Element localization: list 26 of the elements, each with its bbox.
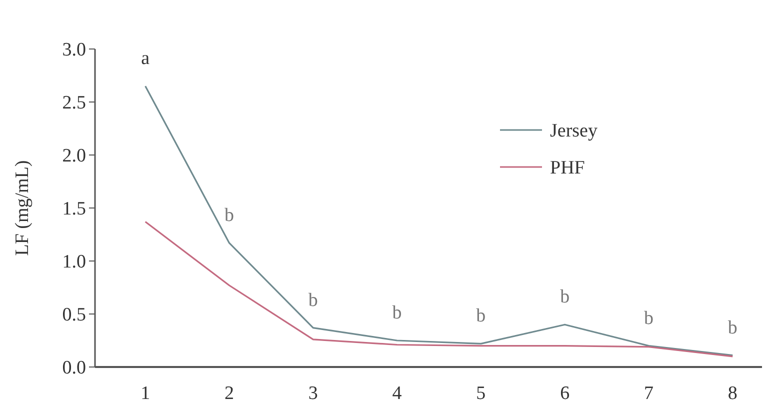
annotation: b <box>560 286 570 308</box>
x-tick-label: 3 <box>308 383 318 404</box>
y-tick-label: 1.5 <box>62 198 86 220</box>
x-tick-label: 1 <box>140 383 150 404</box>
y-tick-label: 2.0 <box>62 146 86 167</box>
legend-label: Jersey <box>550 120 598 142</box>
y-tick-label: 0.0 <box>62 358 86 379</box>
annotation: b <box>728 317 738 338</box>
y-tick-label: 1.0 <box>62 252 86 273</box>
annotation: b <box>308 290 318 311</box>
x-tick-label: 8 <box>728 383 738 404</box>
annotation: b <box>476 306 486 327</box>
y-tick-label: 2.5 <box>62 92 86 114</box>
x-tick-label: 7 <box>644 383 654 404</box>
x-tick-label: 6 <box>560 383 570 404</box>
x-tick-label: 2 <box>224 383 234 404</box>
annotation: b <box>644 308 654 329</box>
x-tick-label: 4 <box>392 383 402 404</box>
y-axis-title: LF (mg/mL) <box>12 160 33 256</box>
annotation: b <box>224 204 234 226</box>
legend-label: PHF <box>550 158 585 179</box>
y-tick-label: 0.5 <box>62 304 86 326</box>
annotation: a <box>141 48 150 70</box>
x-tick-label: 5 <box>476 383 486 404</box>
y-tick-label: 3.0 <box>62 40 86 61</box>
annotation: b <box>392 302 402 324</box>
